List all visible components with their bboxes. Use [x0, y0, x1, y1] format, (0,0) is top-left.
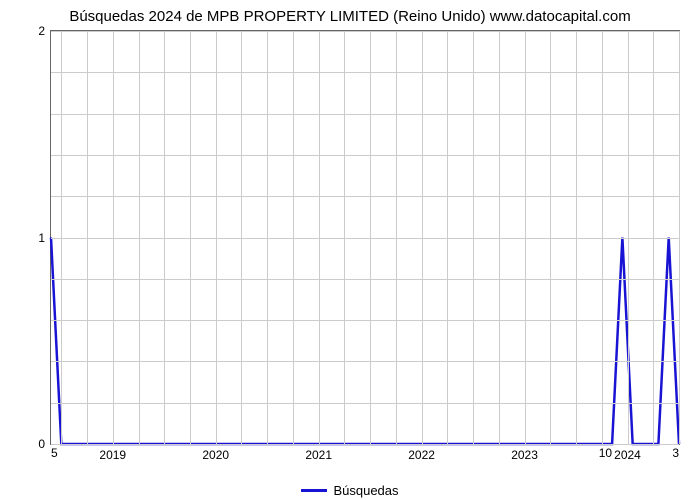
series-line [51, 238, 679, 445]
gridline-v [190, 31, 191, 444]
gridline-v [344, 31, 345, 444]
x-tick-label: 2021 [305, 444, 332, 462]
gridline-v [576, 31, 577, 444]
corner-label: 3 [672, 446, 679, 460]
gridline-h [51, 196, 679, 197]
chart-container: Búsquedas 2024 de MPB PROPERTY LIMITED (… [0, 0, 700, 500]
corner-label: 5 [51, 446, 58, 460]
gridline-v [87, 31, 88, 444]
plot-area: 0122019202020212022202320245103 [50, 30, 680, 445]
legend: Búsquedas [0, 480, 700, 498]
gridline-v [499, 31, 500, 444]
gridline-h [51, 320, 679, 321]
gridline-v [164, 31, 165, 444]
gridline-h [51, 279, 679, 280]
gridline-v [319, 31, 320, 444]
gridline-h [51, 444, 679, 445]
x-tick-label: 2020 [202, 444, 229, 462]
gridline-v [293, 31, 294, 444]
legend-label: Búsquedas [333, 483, 398, 498]
x-tick-label: 2022 [408, 444, 435, 462]
gridline-v [653, 31, 654, 444]
gridline-v [422, 31, 423, 444]
gridline-h [51, 72, 679, 73]
y-tick-label: 2 [38, 24, 51, 38]
gridline-v [525, 31, 526, 444]
gridline-h [51, 31, 679, 32]
gridline-v [241, 31, 242, 444]
y-tick-label: 0 [38, 437, 51, 451]
chart-title: Búsquedas 2024 de MPB PROPERTY LIMITED (… [0, 8, 700, 25]
gridline-h [51, 238, 679, 239]
legend-item: Búsquedas [301, 483, 398, 498]
x-tick-label: 2024 [614, 444, 641, 462]
y-tick-label: 1 [38, 231, 51, 245]
gridline-v [628, 31, 629, 444]
gridline-h [51, 361, 679, 362]
gridline-v [679, 31, 680, 444]
gridline-v [61, 31, 62, 444]
gridline-h [51, 155, 679, 156]
gridline-h [51, 403, 679, 404]
gridline-v [139, 31, 140, 444]
gridline-v [396, 31, 397, 444]
gridline-v [370, 31, 371, 444]
gridline-v [267, 31, 268, 444]
gridline-v [602, 31, 603, 444]
gridline-v [113, 31, 114, 444]
corner-label: 10 [599, 446, 612, 460]
legend-swatch [301, 489, 327, 492]
gridline-v [216, 31, 217, 444]
gridline-v [473, 31, 474, 444]
x-tick-label: 2019 [99, 444, 126, 462]
x-tick-label: 2023 [511, 444, 538, 462]
gridline-v [550, 31, 551, 444]
gridline-h [51, 114, 679, 115]
gridline-v [447, 31, 448, 444]
